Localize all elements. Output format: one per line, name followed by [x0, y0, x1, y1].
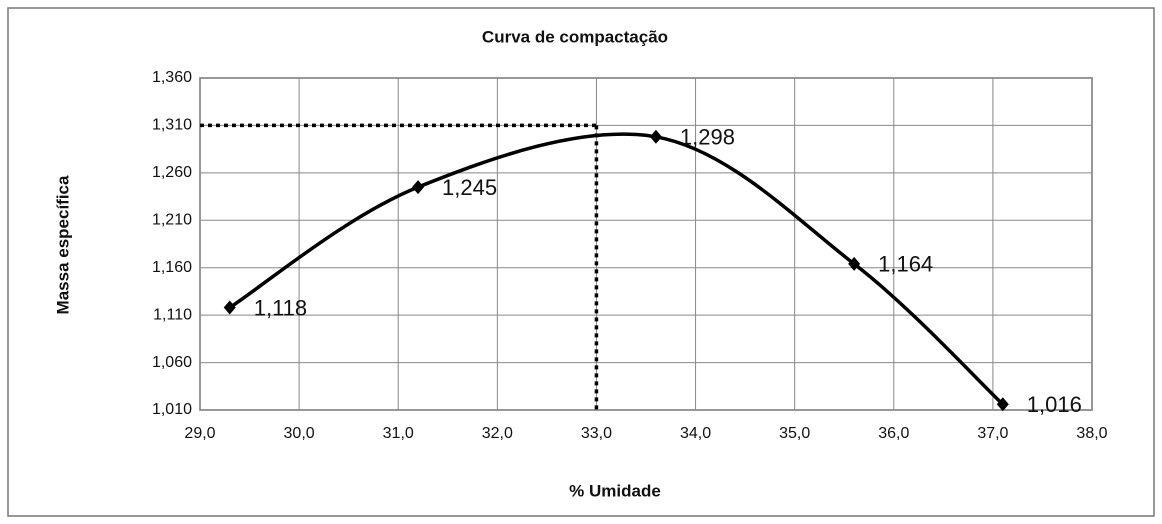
data-label: 1,016	[1027, 392, 1082, 417]
x-tick-label: 35,0	[779, 425, 810, 442]
point-marker	[412, 180, 425, 195]
y-tick-label: 1,010	[152, 401, 192, 418]
x-tick-label: 32,0	[482, 425, 513, 442]
point-marker	[649, 129, 662, 144]
y-tick-label: 1,260	[152, 164, 192, 181]
point-marker	[223, 300, 236, 315]
chart-title: Curva de compactação	[482, 27, 668, 46]
y-tick-label: 1,160	[152, 259, 192, 276]
x-tick-label: 38,0	[1076, 425, 1107, 442]
plot-area	[199, 77, 1093, 411]
x-tick-label: 34,0	[680, 425, 711, 442]
x-tick-label: 29,0	[184, 425, 215, 442]
x-tick-label: 33,0	[581, 425, 612, 442]
x-axis-label: % Umidade	[569, 481, 661, 500]
y-tick-label: 1,210	[152, 212, 192, 229]
point-marker	[996, 397, 1009, 412]
y-tick-label: 1,310	[152, 117, 192, 134]
x-tick-label: 30,0	[284, 425, 315, 442]
y-axis-label: Massa específica	[53, 175, 72, 314]
data-label: 1,164	[878, 252, 933, 277]
x-tick-label: 31,0	[383, 425, 414, 442]
y-tick-label: 1,060	[152, 354, 192, 371]
y-tick-label: 1,110	[153, 306, 192, 323]
y-tick-label: 1,360	[152, 69, 192, 86]
x-tick-label: 37,0	[977, 425, 1008, 442]
x-tick-label: 36,0	[878, 425, 909, 442]
point-marker	[848, 256, 861, 271]
data-label: 1,245	[442, 175, 497, 200]
data-label: 1,118	[254, 295, 307, 320]
data-label: 1,298	[680, 125, 735, 150]
